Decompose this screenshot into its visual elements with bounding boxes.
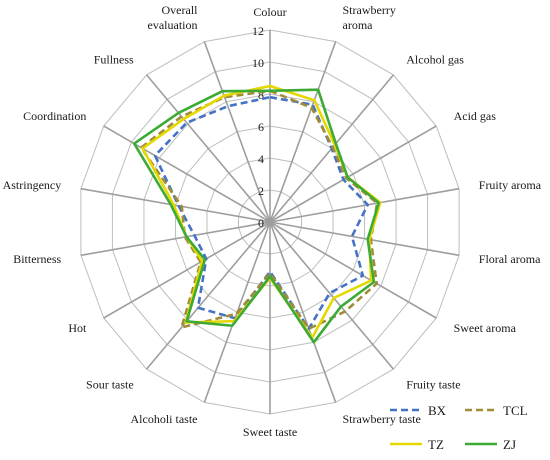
spoke-1 [269, 41, 337, 223]
axis-label: Astringency [3, 178, 62, 192]
spoke-7 [269, 221, 395, 370]
tick-label: 4 [258, 152, 264, 166]
tick-label: 8 [258, 88, 264, 102]
axis-label: Fruity aroma [479, 178, 542, 192]
axis-label: Strawberry aroma [343, 3, 396, 32]
series-line-tcl [139, 89, 379, 331]
axis-label: Fullness [94, 53, 134, 67]
legend-label-bx: BX [428, 403, 447, 418]
legend-label-zj: ZJ [503, 437, 516, 452]
spoke-15 [103, 125, 271, 223]
spoke-16 [145, 74, 271, 223]
axis-label: Sour taste [86, 377, 134, 391]
radial-tick-labels: 0 2 4 6 8 10 12 [252, 24, 264, 230]
radar-spokes [80, 30, 460, 414]
axis-label: Coordination [23, 109, 86, 123]
spoke-12 [103, 221, 271, 319]
axis-label: Floral aroma [479, 252, 541, 266]
axis-label: Overall evaluation [148, 3, 199, 32]
series-line-bx [153, 95, 369, 331]
series-line-zj [132, 88, 381, 344]
tick-label: 0 [258, 216, 264, 230]
tick-label: 12 [252, 24, 264, 38]
axis-label: Hot [68, 321, 87, 335]
axis-label: Colour [253, 5, 286, 19]
tick-label: 6 [258, 120, 264, 134]
radar-series-group [132, 84, 382, 344]
spoke-17 [203, 41, 271, 223]
axis-label: Sweet aroma [454, 321, 517, 335]
axis-label: Fruity taste [406, 377, 460, 391]
legend: BX TCL TZ ZJ [390, 403, 528, 452]
axis-label: Sweet taste [243, 425, 297, 439]
axis-label: Alcoholi taste [131, 412, 198, 426]
axis-label: Alcohol gas [406, 53, 464, 67]
tick-label: 10 [252, 56, 264, 70]
spoke-6 [269, 221, 437, 319]
spoke-4 [269, 187, 460, 223]
tick-label: 2 [258, 184, 264, 198]
spoke-11 [145, 221, 271, 370]
legend-label-tz: TZ [428, 437, 444, 452]
spoke-13 [80, 221, 271, 257]
axis-label: Acid gas [454, 109, 497, 123]
axis-label: Bitterness [13, 252, 61, 266]
spoke-8 [269, 221, 337, 403]
axis-labels: Colour Strawberry aroma Alcohol gas Acid gas… [3, 3, 542, 439]
legend-label-tcl: TCL [503, 403, 528, 418]
spoke-5 [269, 221, 460, 257]
spoke-14 [80, 187, 271, 223]
spoke-3 [269, 125, 437, 223]
axis-label: Strawberry taste [343, 412, 421, 426]
